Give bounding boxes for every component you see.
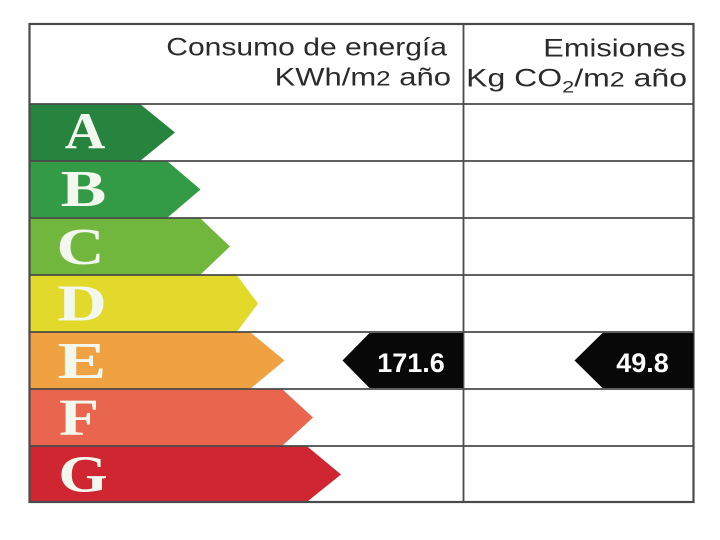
svg-text:Kg CO2/m2 año: Kg CO2/m2 año [466,65,687,97]
svg-text:Emisiones: Emisiones [543,34,685,62]
svg-text:KWh/m2 año: KWh/m2 año [275,64,451,92]
svg-text:F: F [59,388,99,446]
svg-text:49.8: 49.8 [616,348,669,378]
svg-text:G: G [58,445,107,503]
svg-text:B: B [61,161,107,218]
svg-text:D: D [57,275,107,332]
svg-text:E: E [58,331,107,389]
svg-text:C: C [56,218,104,275]
svg-text:Consumo de energía: Consumo de energía [166,33,447,61]
svg-text:171.6: 171.6 [377,348,445,378]
svg-text:A: A [65,103,106,161]
